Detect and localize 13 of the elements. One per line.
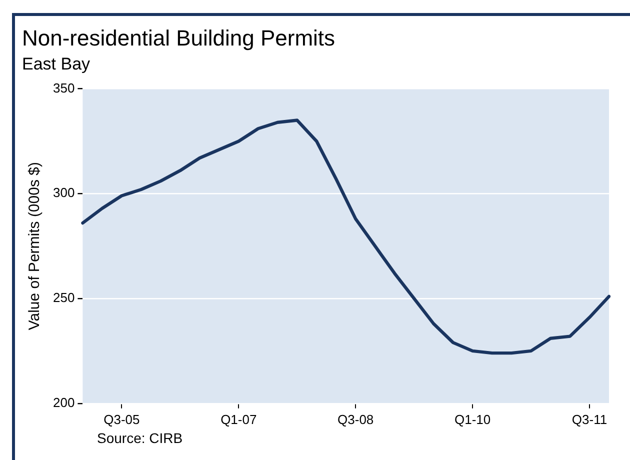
x-tick-label: Q1-07 [220, 412, 257, 427]
y-tick-label: 200 [52, 394, 75, 410]
x-tick-label: Q3-11 [572, 412, 608, 427]
y-tick-label: 250 [52, 290, 75, 306]
x-tick-label: Q3-05 [104, 412, 140, 427]
y-tick-label: 350 [52, 80, 75, 96]
y-axis-title: Value of Permits (000s $) [26, 162, 44, 330]
y-tick-label: 300 [52, 185, 75, 200]
source-note: Source: CIRB [97, 430, 183, 446]
chart-title: Non-residential Building Permits [22, 25, 336, 50]
x-tick-label: Q1-10 [454, 412, 491, 427]
x-tick-label: Q3-08 [338, 412, 374, 427]
chart-subtitle: East Bay [22, 54, 91, 74]
